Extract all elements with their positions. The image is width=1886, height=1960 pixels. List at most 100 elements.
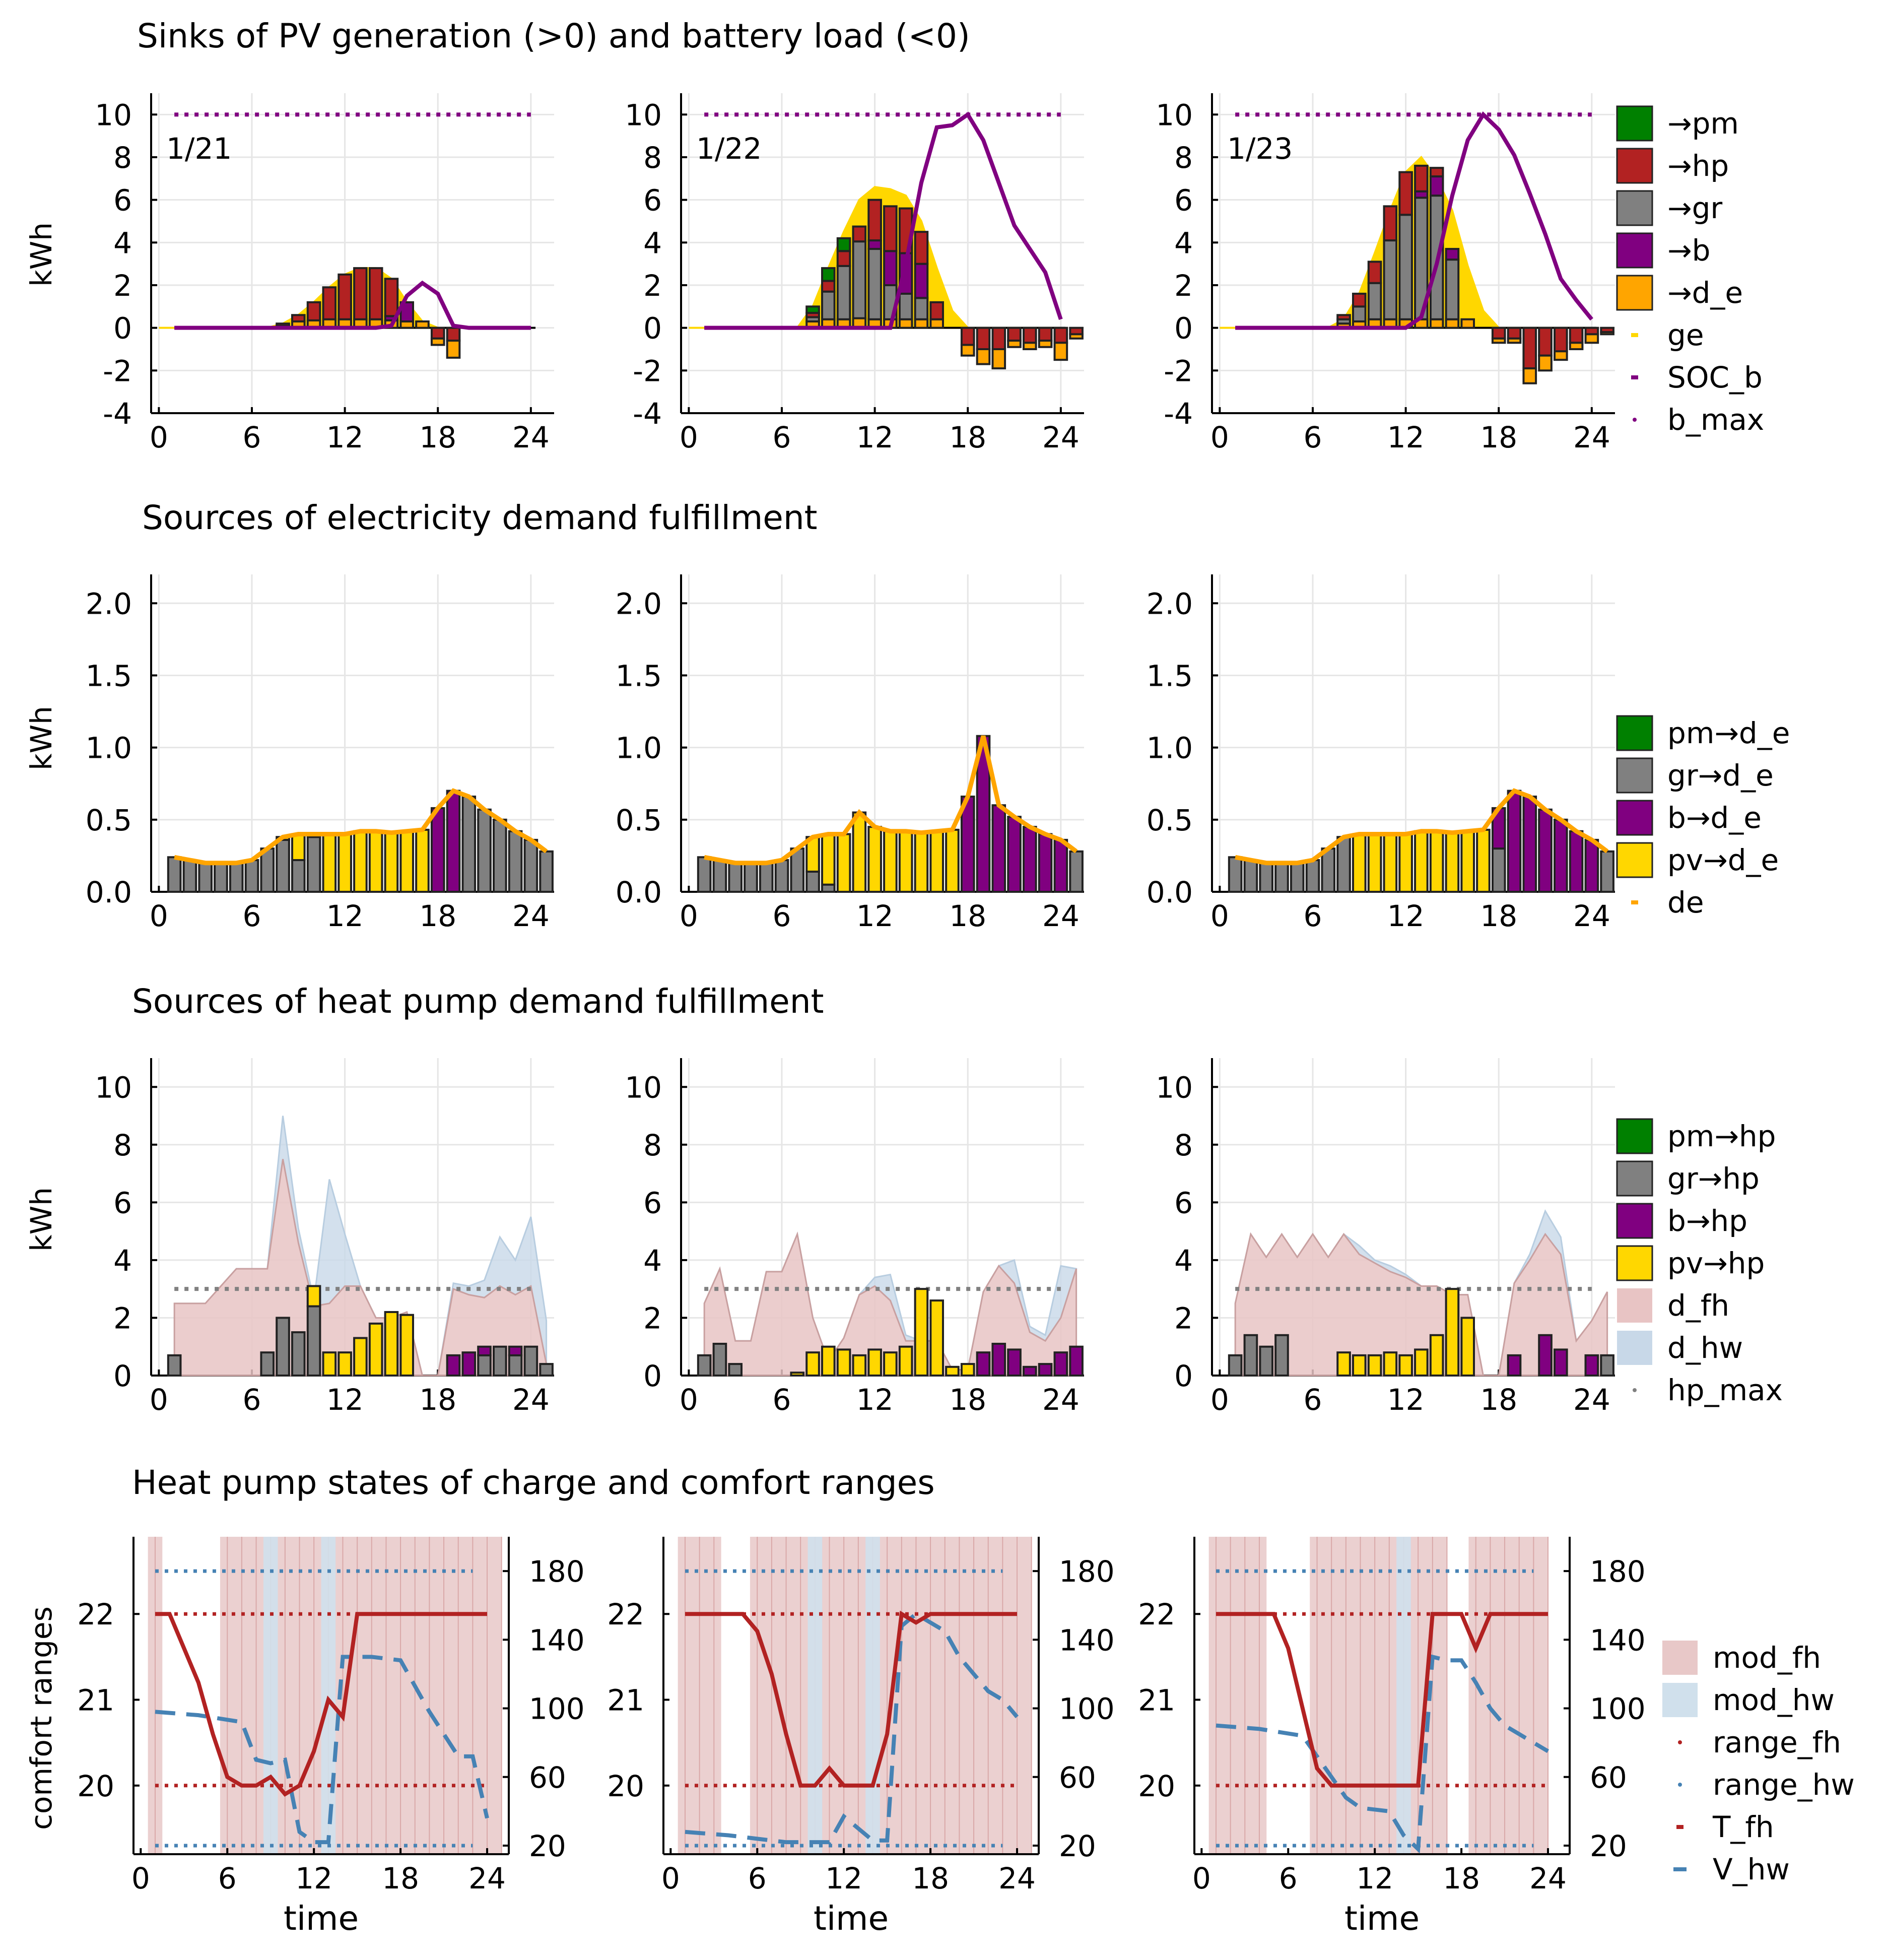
y-tick-label: 1.0 (86, 731, 132, 765)
de-line (704, 735, 1078, 866)
legend-label: →pm (1667, 106, 1739, 141)
bar-pv (322, 833, 337, 893)
bar-b (1007, 1348, 1022, 1377)
row2-panel1-axes: 0 6 12 18 24 0.0 0.5 1.0 1.5 2.0 (86, 574, 554, 933)
bar-pv (883, 830, 898, 893)
x-tick-label: 6 (773, 420, 791, 454)
mod-fh-span (1208, 1537, 1267, 1854)
bar-pv (1352, 1354, 1367, 1377)
bar-d_e (1522, 367, 1537, 384)
bar-gr (898, 292, 913, 320)
bar-hp (1383, 205, 1398, 242)
bar-gr (1228, 1354, 1243, 1377)
bar-hp (322, 286, 337, 320)
bar-pv (1367, 833, 1382, 893)
bar-gr (1069, 850, 1084, 893)
y-tick-label: 2 (643, 1301, 662, 1335)
y-tick-label: 8 (1174, 1128, 1193, 1162)
bar-d_e (929, 318, 945, 329)
legend-dot-V_hw (1678, 1783, 1682, 1787)
bar-b (991, 1343, 1006, 1377)
bar-pv (306, 1285, 321, 1308)
x-tick-label: 6 (1304, 1383, 1322, 1417)
legend-label: V_hw (1713, 1852, 1790, 1886)
mod-hw-span (865, 1537, 880, 1854)
row3-legend: pm→hp gr→hp b→hp pv→hp d_fh d_hw hp_max (1616, 1118, 1783, 1407)
x-tick-label: 24 (512, 899, 550, 933)
bar-hp (929, 301, 945, 320)
y-tick-label: 2.0 (86, 586, 132, 621)
soc-b-line (174, 280, 531, 330)
bar-d_e (960, 344, 975, 357)
bar-pm (821, 267, 836, 282)
bar-hp (991, 326, 1006, 351)
legend-swatch-pv (1616, 842, 1653, 878)
x-tick-label: 0 (680, 899, 698, 933)
bar-pv (929, 830, 945, 893)
bar-pv (883, 1351, 898, 1377)
bar-d_e (415, 320, 430, 329)
y-tick-label: 6 (113, 183, 132, 218)
y-tick-label: 0 (113, 1359, 132, 1393)
x-tick-label: 18 (419, 1383, 456, 1417)
legend-swatch-b (1616, 1203, 1653, 1239)
legend-label: de (1667, 885, 1704, 920)
soc-b-line (1235, 111, 1593, 330)
bar-pv (914, 831, 929, 893)
x-tick-label: 0 (680, 1383, 698, 1417)
x-tick-label: 24 (1573, 899, 1610, 933)
bar-pv (291, 833, 306, 862)
x-tick-label: 24 (1573, 1383, 1610, 1417)
bar-hp (852, 225, 867, 243)
bar-b (446, 790, 461, 893)
bar-gr (852, 240, 867, 319)
bar-b (960, 796, 975, 893)
bar-pm (805, 305, 820, 314)
x-tick-label: 6 (243, 1383, 261, 1417)
y-tick-label: 6 (643, 183, 662, 218)
bar-pv (945, 1365, 960, 1377)
y-tick-label: 0.5 (86, 803, 132, 837)
bar-b (1507, 790, 1522, 893)
y-tick-label: 0.5 (1147, 803, 1193, 837)
bar-hp (1053, 326, 1068, 344)
legend-label: pm→hp (1667, 1119, 1776, 1153)
row1-title: Sinks of PV generation (>0) and battery … (137, 17, 970, 55)
y-tick-label: 22 (1138, 1597, 1175, 1631)
bar-b (508, 1345, 523, 1356)
bar-gr (1600, 850, 1614, 893)
legend-label: ge (1667, 318, 1704, 352)
row4-title: Heat pump states of charge and comfort r… (132, 1463, 935, 1502)
bar-hp (353, 267, 368, 320)
y-tick-label: -2 (103, 354, 132, 388)
bar-pv (1414, 830, 1429, 893)
y-tick-label: -4 (1164, 397, 1193, 431)
bar-gr (461, 796, 477, 893)
x-tick-label: 12 (295, 1861, 332, 1896)
bar-gr (1290, 862, 1305, 893)
x-tick-label: 12 (1387, 1383, 1425, 1417)
T-fh-line (155, 1612, 488, 1797)
x-tick-label: 6 (243, 899, 261, 933)
bar-hp (1507, 326, 1522, 340)
bar-b (446, 1354, 461, 1377)
bar-pv (1383, 1351, 1398, 1377)
x-tick-label: 12 (856, 1383, 894, 1417)
bar-pv (1367, 1354, 1382, 1377)
bar-pv (836, 1348, 851, 1377)
bar-pv (338, 1351, 352, 1377)
bar-gr (198, 862, 213, 893)
bar-hp (960, 326, 975, 346)
y-tick-label: 2 (113, 1301, 132, 1335)
y-tick-label: 8 (643, 141, 662, 175)
mod-fh-span (1468, 1537, 1548, 1854)
y-tick-label: 21 (77, 1683, 114, 1718)
bar-gr (1336, 836, 1351, 893)
legend-label: b_max (1667, 403, 1764, 437)
y-tick-label: 0 (643, 311, 662, 346)
bar-hp (1538, 326, 1553, 357)
bar-hp (836, 250, 851, 267)
legend-dot-hp_max (1633, 1388, 1637, 1392)
